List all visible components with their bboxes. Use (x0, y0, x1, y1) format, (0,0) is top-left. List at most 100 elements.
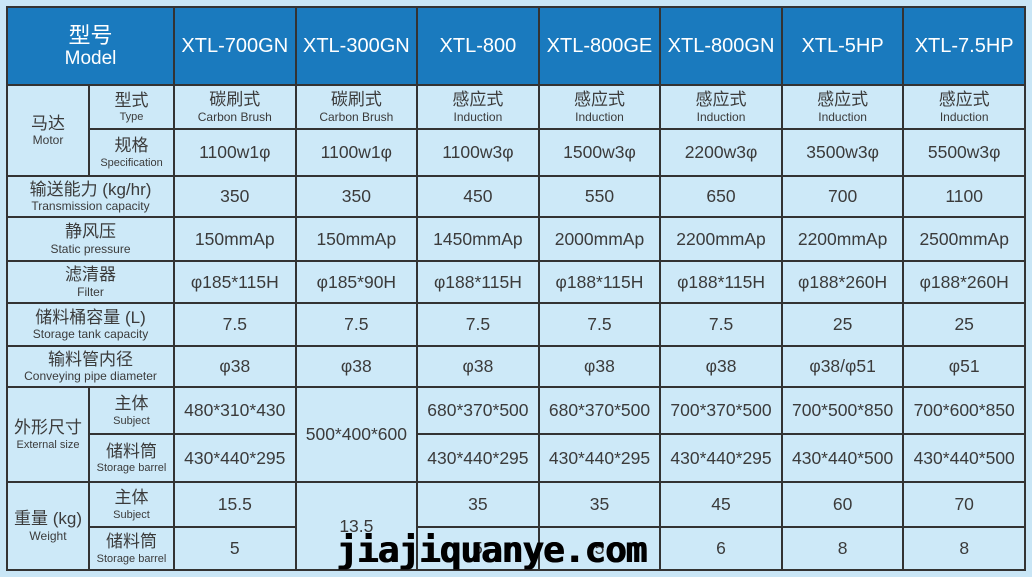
row-weight-subject: 重量 (kg) Weight 主体 Subject 15.5 13.5 35 3… (6, 481, 1026, 571)
value-zh: 碳刷式 (209, 90, 261, 110)
row-motor-type: 马达 Motor 型式 Type 碳刷式 Carbon Brush 碳刷式 Carb… (6, 84, 1026, 177)
value-en: Carbon Brush (197, 109, 272, 124)
value-cell: 1100w1φ (173, 128, 297, 177)
value-cell: φ188*115H (659, 260, 783, 304)
value-cell: 680*370*500 (537, 386, 662, 435)
value-en: Induction (453, 109, 503, 124)
value-cell: 430*440*500 (902, 433, 1026, 483)
value-cell: 6 (659, 526, 783, 571)
value-cell: 150mmAp (173, 216, 297, 262)
row-label-en: Motor (32, 133, 64, 148)
row-label-pipe-diameter: 输料管内径 Conveying pipe diameter (6, 345, 175, 388)
value-cell: 7.5 (173, 302, 297, 347)
sub-label-en: Type (119, 111, 144, 124)
value-cell: φ185*115H (173, 260, 297, 304)
value-en: Induction (575, 109, 624, 124)
row-label-zh: 重量 (kg) (14, 509, 82, 529)
model-header-xtl-800gn: XTL-800GN (659, 6, 783, 86)
value-cell: φ38 (659, 345, 783, 388)
value-cell: 1100w3φ (416, 128, 540, 177)
value-cell: 45 (659, 481, 783, 528)
row-label-external-size: 外形尺寸 External size (6, 386, 90, 483)
value-cell: 感应式 Induction (416, 84, 540, 130)
value-cell: 7.5 (416, 302, 540, 347)
row-label-en: Conveying pipe diameter (24, 369, 157, 384)
value-cell: φ38 (294, 345, 419, 388)
value-cell: 感应式 Induction (902, 84, 1026, 130)
value-cell: 2200mmAp (780, 216, 905, 262)
sub-label-zh: 型式 (114, 90, 149, 110)
row-filter: 滤清器 Filter φ185*115H φ185*90H φ188*115H … (6, 260, 1026, 304)
row-weight-barrel: 储料筒 Storage barrel 5 5 5 6 8 8 (7, 526, 1026, 571)
value-cell: 350 (173, 175, 297, 218)
value-cell: 650 (659, 175, 783, 218)
row-label-zh: 输料管内径 (48, 349, 133, 369)
value-cell: φ38 (416, 345, 540, 388)
value-cell: φ188*260H (780, 260, 905, 304)
row-label-zh: 滤清器 (65, 265, 116, 285)
value-cell: 碳刷式 Carbon Brush (173, 84, 297, 130)
sub-label-zh: 主体 (114, 394, 149, 414)
sub-label-en: Subject (113, 414, 150, 427)
model-header-xtl-300gn: XTL-300GN (294, 6, 419, 86)
value-cell: φ38 (173, 345, 297, 388)
model-header-xtl-5hp: XTL-5HP (780, 6, 905, 86)
value-cell: 430*440*295 (416, 433, 540, 483)
value-cell: 450 (416, 175, 540, 218)
row-label-transmission: 输送能力 (kg/hr) Transmission capacity (6, 175, 175, 218)
row-label-motor: 马达 Motor (6, 84, 90, 177)
value-cell: 70 (902, 481, 1026, 528)
value-cell: 8 (902, 526, 1026, 571)
value-cell: 480*310*430 (173, 386, 297, 435)
value-cell: 35 (416, 481, 540, 528)
sub-label-zh: 主体 (114, 488, 149, 508)
row-label-zh: 外形尺寸 (14, 418, 82, 438)
spec-table: 型号 Model XTL-700GN XTL-300GN XTL-800 XTL… (6, 6, 1026, 571)
value-cell: φ188*115H (416, 260, 540, 304)
value-cell: 感应式 Induction (537, 84, 662, 130)
sub-label-subject: 主体 Subject (88, 481, 175, 528)
value-cell: 430*440*295 (173, 433, 297, 483)
row-external-barrel: 储料筒 Storage barrel 430*440*295 430*440*2… (7, 433, 1026, 483)
value-cell: 5 (173, 526, 297, 571)
header-row: 型号 Model XTL-700GN XTL-300GN XTL-800 XTL… (6, 6, 1026, 86)
row-label-en: External size (16, 438, 80, 451)
value-cell: 1100w1φ (294, 128, 419, 177)
value-zh: 感应式 (452, 90, 504, 110)
value-cell: 8 (780, 526, 905, 571)
value-cell: 5500w3φ (902, 128, 1026, 177)
value-cell: 2200mmAp (659, 216, 783, 262)
value-cell: 7.5 (294, 302, 419, 347)
row-static-pressure: 静风压 Static pressure 150mmAp 150mmAp 1450… (6, 216, 1026, 262)
sub-label-storage-barrel: 储料筒 Storage barrel (88, 526, 175, 571)
row-transmission: 输送能力 (kg/hr) Transmission capacity 350 3… (6, 175, 1026, 218)
sub-label-en: Storage barrel (96, 462, 167, 475)
value-cell: 150mmAp (294, 216, 419, 262)
value-cell: 1100 (902, 175, 1026, 218)
value-cell: 3500w3φ (780, 128, 905, 177)
value-cell: φ188*260H (902, 260, 1026, 304)
value-zh: 感应式 (573, 90, 625, 110)
value-cell: 700*500*850 (780, 386, 905, 435)
value-cell: 7.5 (537, 302, 662, 347)
sub-label-zh: 储料筒 (106, 441, 157, 461)
value-cell-merged-300gn: 13.5 (294, 481, 419, 571)
row-label-en: Static pressure (50, 241, 131, 256)
sub-label-zh: 规格 (114, 136, 149, 156)
value-cell: 350 (294, 175, 419, 218)
value-cell: 7.5 (659, 302, 783, 347)
row-label-filter: 滤清器 Filter (6, 260, 175, 304)
row-label-en: Filter (77, 284, 104, 299)
row-label-zh: 输送能力 (kg/hr) (29, 179, 152, 199)
value-en: Induction (818, 109, 867, 124)
value-cell: 25 (780, 302, 905, 347)
value-cell: 碳刷式 Carbon Brush (294, 84, 419, 130)
value-cell: 5 (537, 526, 662, 571)
model-label-en: Model (64, 48, 117, 70)
value-cell: 15.5 (173, 481, 297, 528)
row-label-zh: 储料桶容量 (L) (35, 307, 146, 327)
row-label-zh: 马达 (31, 113, 65, 133)
model-label-zh: 型号 (68, 22, 113, 48)
row-pipe-diameter: 输料管内径 Conveying pipe diameter φ38 φ38 φ3… (6, 345, 1026, 388)
value-cell-merged-300gn: 500*400*600 (294, 386, 419, 483)
